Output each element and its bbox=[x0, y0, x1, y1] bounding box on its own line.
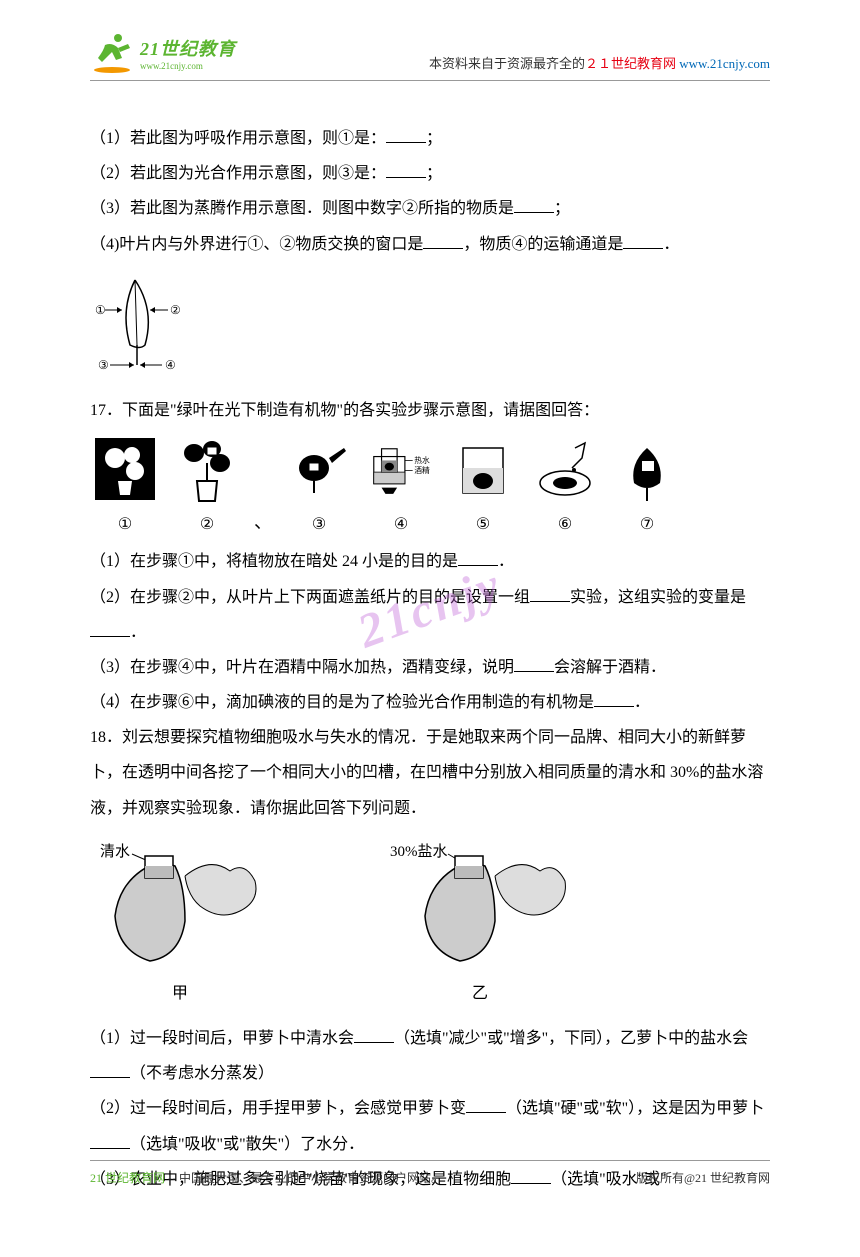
exp-step-6: ⑥ bbox=[530, 433, 600, 542]
q16-1: （1）若此图为呼吸作用示意图，则①是：； bbox=[90, 121, 770, 156]
radish-diagram-row: 清水 甲 30%盐水 bbox=[90, 836, 770, 1011]
blank bbox=[623, 233, 663, 249]
logo-runner-icon bbox=[90, 30, 135, 75]
exp-step-7: ⑦ bbox=[612, 433, 682, 542]
blank bbox=[386, 127, 426, 143]
blank bbox=[514, 656, 554, 672]
blank bbox=[458, 550, 498, 566]
blank bbox=[354, 1027, 394, 1043]
header-source-text: 本资料来自于资源最齐全的２１世纪教育网 www.21cnjy.com bbox=[429, 53, 770, 75]
exp-step-1: ① bbox=[90, 433, 160, 542]
blank bbox=[90, 1062, 130, 1078]
q18-2: （2）过一段时间后，用手捏甲萝卜，会感觉甲萝卜变（选填"硬"或"软"），这是因为… bbox=[90, 1091, 770, 1161]
svg-text:①: ① bbox=[95, 303, 106, 317]
blank bbox=[466, 1097, 506, 1113]
svg-text:30%盐水: 30%盐水 bbox=[390, 843, 448, 860]
q18-intro: 18．刘云想要探究植物细胞吸水与失水的情况．于是她取来两个同一品牌、相同大小的新… bbox=[90, 720, 770, 826]
radish-left: 清水 甲 bbox=[90, 836, 270, 1011]
exp-step-2: ② bbox=[172, 433, 242, 542]
logo: 21世纪教育 www.21cnjy.com bbox=[90, 30, 236, 75]
q17-1: （1）在步骤①中，将植物放在暗处 24 小是的目的是． bbox=[90, 544, 770, 579]
svg-text:热水: 热水 bbox=[414, 455, 430, 465]
main-content: （1）若此图为呼吸作用示意图，则①是：； （2）若此图为光合作用示意图，则③是：… bbox=[90, 121, 770, 1197]
page-header: 21世纪教育 www.21cnjy.com 本资料来自于资源最齐全的２１世纪教育… bbox=[90, 30, 770, 81]
header-highlight: ２１世纪教育网 bbox=[585, 56, 676, 71]
header-link: www.21cnjy.com bbox=[676, 56, 770, 71]
exp-step-5: ⑤ bbox=[448, 433, 518, 542]
radish-right: 30%盐水 乙 bbox=[390, 836, 570, 1011]
exp-step-3: ③ bbox=[284, 433, 354, 542]
blank bbox=[594, 691, 634, 707]
leaf-diagram: ① ② ③ ④ bbox=[90, 270, 190, 380]
page-footer: 21 世纪教育网 -- 中国最大型、最专业的中小学教育资源门户网站。 版权所有@… bbox=[90, 1160, 770, 1186]
footer-left-brand: 21 世纪教育网 bbox=[90, 1171, 165, 1185]
q17-2: （2）在步骤②中，从叶片上下两面遮盖纸片的目的是设置一组实验，这组实验的变量是． bbox=[90, 580, 770, 650]
footer-left-text: -- 中国最大型、最专业的中小学教育资源门户网站。 bbox=[165, 1171, 443, 1185]
logo-sub-text: www.21cnjy.com bbox=[140, 61, 236, 71]
radish-caption-right: 乙 bbox=[390, 976, 570, 1011]
experiment-diagram-row: ① ② 、 bbox=[90, 433, 770, 542]
svg-text:清水: 清水 bbox=[100, 843, 130, 860]
blank bbox=[530, 586, 570, 602]
logo-main-text: 21世纪教育 bbox=[140, 39, 236, 59]
exp-step-4: 热水 酒精 ④ bbox=[366, 433, 436, 542]
blank bbox=[90, 1133, 130, 1149]
svg-text:酒精: 酒精 bbox=[414, 465, 430, 475]
q16-2: （2）若此图为光合作用示意图，则③是：； bbox=[90, 156, 770, 191]
blank bbox=[90, 621, 130, 637]
blank bbox=[514, 197, 554, 213]
svg-text:④: ④ bbox=[165, 358, 176, 372]
svg-text:②: ② bbox=[170, 303, 181, 317]
svg-text:③: ③ bbox=[98, 358, 109, 372]
q16-4: （4)叶片内与外界进行①、②物质交换的窗口是，物质④的运输通道是． bbox=[90, 227, 770, 262]
q17-intro: 17．下面是"绿叶在光下制造有机物"的各实验步骤示意图，请据图回答： bbox=[90, 393, 770, 428]
header-prefix: 本资料来自于资源最齐全的 bbox=[429, 56, 585, 71]
q17-3: （3）在步骤④中，叶片在酒精中隔水加热，酒精变绿，说明会溶解于酒精． bbox=[90, 650, 770, 685]
radish-caption-left: 甲 bbox=[90, 976, 270, 1011]
blank bbox=[423, 233, 463, 249]
q16-3: （3）若此图为蒸腾作用示意图．则图中数字②所指的物质是； bbox=[90, 191, 770, 226]
footer-left: 21 世纪教育网 -- 中国最大型、最专业的中小学教育资源门户网站。 bbox=[90, 1169, 443, 1186]
footer-right: 版权所有@21 世纪教育网 bbox=[636, 1169, 770, 1186]
blank bbox=[386, 162, 426, 178]
q18-1: （1）过一段时间后，甲萝卜中清水会（选填"减少"或"增多"，下同），乙萝卜中的盐… bbox=[90, 1021, 770, 1091]
q17-4: （4）在步骤⑥中，滴加碘液的目的是为了检验光合作用制造的有机物是． bbox=[90, 685, 770, 720]
